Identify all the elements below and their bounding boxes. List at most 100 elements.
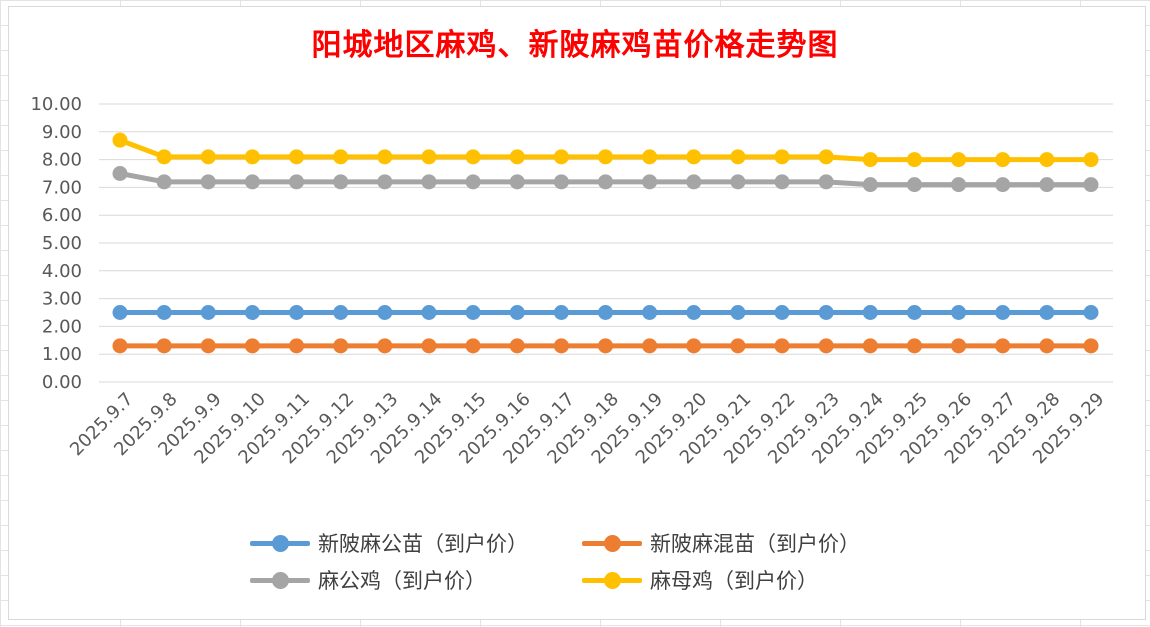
data-point bbox=[200, 174, 216, 190]
y-tick-label: 2.00 bbox=[42, 316, 82, 337]
data-point bbox=[244, 149, 260, 165]
data-point bbox=[995, 305, 1011, 320]
data-point bbox=[465, 149, 481, 165]
y-tick-label: 10.00 bbox=[30, 94, 82, 115]
data-point bbox=[377, 338, 393, 354]
data-point bbox=[951, 305, 967, 320]
data-point bbox=[112, 166, 128, 181]
data-point bbox=[730, 338, 746, 354]
data-point bbox=[995, 338, 1011, 354]
data-point bbox=[818, 149, 834, 165]
data-point bbox=[730, 305, 746, 320]
legend-swatch-0 bbox=[250, 528, 310, 558]
data-point bbox=[686, 174, 702, 190]
data-point bbox=[509, 174, 525, 190]
data-point bbox=[906, 338, 922, 354]
data-point bbox=[377, 149, 393, 165]
data-point bbox=[289, 305, 305, 320]
data-point bbox=[1039, 152, 1055, 168]
data-point bbox=[906, 177, 922, 193]
data-point bbox=[421, 305, 437, 320]
data-point bbox=[200, 338, 216, 354]
legend-item-2: 麻公鸡（到户价） bbox=[250, 565, 486, 595]
data-point bbox=[1039, 177, 1055, 193]
y-tick-label: 7.00 bbox=[42, 177, 82, 198]
data-point bbox=[112, 338, 128, 354]
data-point bbox=[200, 305, 216, 320]
data-point bbox=[333, 149, 349, 165]
legend-item-0: 新陂麻公苗（到户价） bbox=[250, 528, 528, 558]
data-point bbox=[598, 149, 613, 165]
data-point bbox=[465, 305, 481, 320]
data-point bbox=[244, 338, 260, 354]
data-point bbox=[818, 305, 834, 320]
data-point bbox=[951, 338, 967, 354]
data-point bbox=[377, 305, 393, 320]
data-point bbox=[553, 149, 569, 165]
y-tick-label: 6.00 bbox=[42, 205, 82, 226]
data-point bbox=[156, 174, 172, 190]
data-point bbox=[862, 338, 878, 354]
data-point bbox=[686, 305, 702, 320]
legend-label-0: 新陂麻公苗（到户价） bbox=[318, 532, 528, 556]
data-point bbox=[598, 305, 613, 320]
data-point bbox=[642, 174, 658, 190]
data-point bbox=[818, 174, 834, 190]
legend-label-3: 麻母鸡（到户价） bbox=[650, 569, 818, 593]
data-point bbox=[112, 305, 128, 320]
data-point bbox=[862, 305, 878, 320]
data-point bbox=[421, 338, 437, 354]
data-point bbox=[642, 149, 658, 165]
data-point bbox=[421, 174, 437, 190]
data-point bbox=[686, 149, 702, 165]
data-point bbox=[774, 305, 790, 320]
data-point bbox=[1083, 305, 1099, 320]
data-point bbox=[509, 338, 525, 354]
chart-title: 阳城地区麻鸡、新陂麻鸡苗价格走势图 bbox=[311, 28, 839, 63]
data-point bbox=[730, 149, 746, 165]
y-tick-label: 4.00 bbox=[42, 261, 82, 282]
data-point bbox=[377, 174, 393, 190]
legend-swatch-3 bbox=[582, 565, 642, 595]
y-tick-label: 0.00 bbox=[42, 372, 82, 393]
data-point bbox=[598, 174, 613, 190]
data-point bbox=[642, 338, 658, 354]
data-point bbox=[951, 152, 967, 168]
data-point bbox=[509, 149, 525, 165]
data-point bbox=[1083, 152, 1099, 168]
data-point bbox=[1083, 177, 1099, 193]
data-point bbox=[553, 305, 569, 320]
data-point bbox=[906, 152, 922, 168]
data-point bbox=[1039, 305, 1055, 320]
legend-swatch-2 bbox=[250, 565, 310, 595]
data-point bbox=[333, 338, 349, 354]
data-point bbox=[553, 338, 569, 354]
data-point bbox=[421, 149, 437, 165]
data-point bbox=[598, 338, 613, 354]
data-point bbox=[862, 152, 878, 168]
data-point bbox=[333, 174, 349, 190]
data-point bbox=[774, 174, 790, 190]
data-point bbox=[774, 149, 790, 165]
data-point bbox=[642, 305, 658, 320]
data-point bbox=[156, 149, 172, 165]
data-point bbox=[906, 305, 922, 320]
data-point bbox=[333, 305, 349, 320]
data-point bbox=[156, 305, 172, 320]
data-point bbox=[774, 338, 790, 354]
y-tick-label: 1.00 bbox=[42, 344, 82, 365]
data-point bbox=[156, 338, 172, 354]
legend-item-3: 麻母鸡（到户价） bbox=[582, 565, 818, 595]
data-point bbox=[1039, 338, 1055, 354]
legend-label-1: 新陂麻混苗（到户价） bbox=[650, 532, 860, 556]
data-point bbox=[289, 338, 305, 354]
data-point bbox=[1083, 338, 1099, 354]
data-point bbox=[862, 177, 878, 193]
y-tick-label: 3.00 bbox=[42, 289, 82, 310]
data-point bbox=[289, 149, 305, 165]
data-point bbox=[730, 174, 746, 190]
data-point bbox=[465, 338, 481, 354]
data-point bbox=[553, 174, 569, 190]
data-point bbox=[244, 305, 260, 320]
